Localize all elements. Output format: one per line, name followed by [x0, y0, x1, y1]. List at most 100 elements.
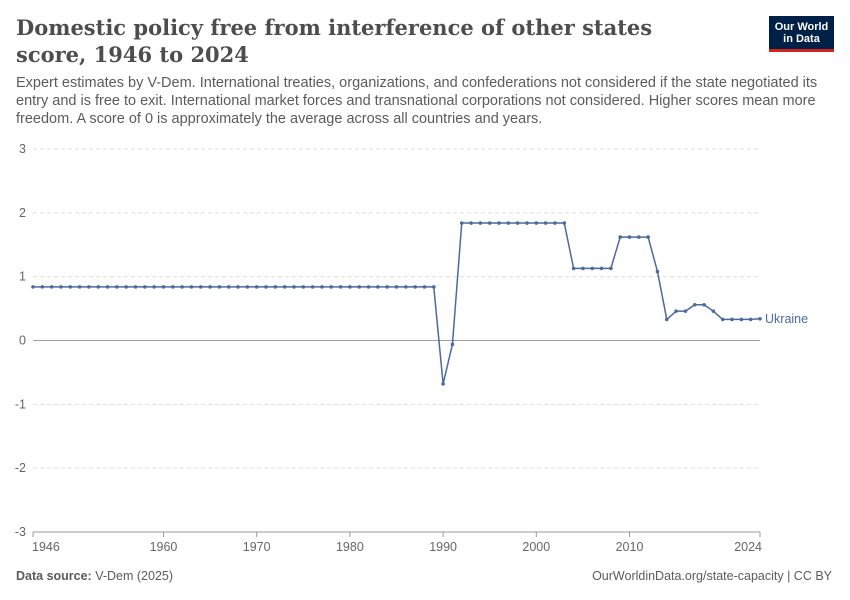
y-tick-label: -2 [15, 461, 26, 475]
data-point [329, 285, 334, 289]
data-point [338, 285, 343, 289]
x-tick-label: 1970 [243, 540, 271, 554]
series-group: Ukraine [31, 221, 808, 386]
data-point [413, 285, 417, 289]
data-point [553, 221, 557, 225]
data-point [664, 317, 669, 322]
data-point [301, 285, 306, 289]
data-point [525, 221, 529, 225]
data-point [487, 221, 492, 225]
chart-subtitle: Expert estimates by V-Dem. International… [16, 75, 818, 127]
y-tick-label: 2 [19, 206, 26, 220]
data-point [599, 266, 604, 271]
data-point [739, 317, 744, 322]
data-point [758, 316, 762, 321]
logo-line-1: Our World [774, 21, 829, 33]
y-tick-label: -1 [15, 397, 26, 411]
data-point [637, 235, 641, 239]
data-point [31, 285, 35, 289]
data-point [348, 285, 352, 289]
data-point [618, 235, 622, 239]
data-point [152, 285, 156, 289]
data-point [627, 235, 632, 239]
data-point [282, 285, 287, 289]
data-point [655, 269, 660, 274]
data-point [115, 285, 119, 289]
data-point [273, 285, 278, 289]
data-point [720, 317, 725, 322]
data-point [357, 285, 362, 289]
data-point [459, 221, 464, 225]
x-tick-label: 1946 [32, 540, 60, 554]
data-point [506, 221, 511, 225]
data-point [49, 285, 54, 289]
data-point [77, 285, 82, 289]
data-point [711, 309, 716, 313]
data-point [189, 285, 194, 289]
data-point [431, 285, 436, 289]
y-axis-ticks: 3 2 1 0 -1 -2 -3 [15, 142, 26, 539]
data-point [124, 285, 129, 289]
data-point [143, 285, 147, 289]
data-point [581, 266, 585, 271]
data-point [310, 285, 315, 289]
line-chart: 3 2 1 0 -1 -2 -3 1946 1960 1970 1980 1990 2000 2010 2… [15, 142, 808, 554]
x-tick-label: 1990 [429, 540, 457, 554]
y-tick-label: 1 [19, 270, 26, 284]
data-point [217, 285, 222, 289]
data-point [320, 285, 324, 289]
data-point [87, 285, 91, 289]
owid-logo[interactable]: Our World in Data [769, 16, 834, 52]
x-tick-label: 2024 [734, 540, 762, 554]
data-point [376, 285, 380, 289]
data-point [692, 302, 697, 307]
x-tick-label: 1960 [150, 540, 178, 554]
x-tick-label: 2010 [616, 540, 644, 554]
data-point [590, 266, 595, 271]
data-point [366, 285, 371, 289]
series-line [33, 222, 761, 385]
data-source-value[interactable]: V-Dem (2025) [95, 569, 174, 583]
data-point [59, 285, 63, 289]
data-point [730, 317, 734, 322]
data-point [68, 285, 73, 289]
data-point [646, 235, 650, 239]
data-point [254, 285, 259, 289]
data-point [105, 285, 110, 289]
y-tick-label: 3 [19, 142, 26, 156]
source-url[interactable]: OurWorldinData.org/state-capacity | CC B… [592, 569, 832, 583]
data-point [543, 221, 548, 225]
data-point [96, 285, 101, 289]
y-tick-label: -3 [15, 525, 26, 539]
data-point [534, 221, 539, 225]
data-point [450, 342, 455, 347]
data-point [226, 285, 231, 289]
x-tick-label: 2000 [522, 540, 550, 554]
data-point [702, 302, 706, 307]
data-point [245, 285, 250, 289]
data-point [469, 221, 473, 225]
data-source-label: Data source: [16, 569, 92, 583]
data-point [171, 285, 175, 289]
series-label: Ukraine [765, 312, 808, 326]
data-point [478, 221, 483, 225]
data-point [441, 382, 445, 386]
data-point [40, 285, 45, 289]
data-point [208, 285, 212, 289]
data-point [133, 285, 138, 289]
data-point [515, 221, 520, 225]
data-point [161, 285, 166, 289]
data-point [394, 285, 399, 289]
data-point [571, 266, 576, 271]
data-point [198, 285, 203, 289]
y-tick-label: 0 [19, 334, 26, 348]
data-point [180, 285, 184, 289]
data-point [748, 317, 753, 322]
data-point [236, 285, 240, 289]
data-point [683, 309, 688, 313]
data-point [292, 285, 296, 289]
data-point [609, 266, 613, 271]
x-tick-label: 1980 [336, 540, 364, 554]
x-axis: 1946 1960 1970 1980 1990 2000 2010 2024 [32, 531, 762, 554]
data-source: Data source: V-Dem (2025) [16, 569, 173, 583]
